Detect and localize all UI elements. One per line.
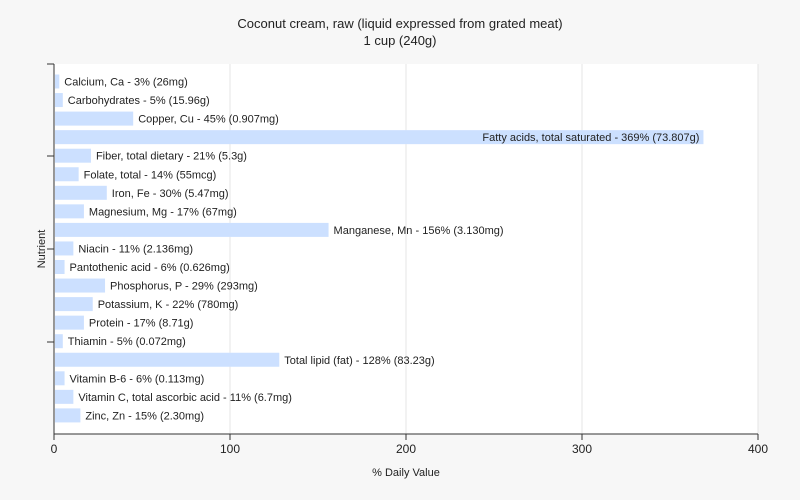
bar-label: Magnesium, Mg - 17% (67mg) [89, 206, 237, 218]
bar [55, 334, 63, 349]
bar-label: Vitamin B-6 - 6% (0.113mg) [70, 373, 205, 385]
bar [55, 389, 74, 404]
bar-label: Carbohydrates - 5% (15.96g) [68, 95, 210, 107]
axes: 0 100 200 300 400 [47, 63, 768, 456]
bar-label: Pantothenic acid - 6% (0.626mg) [70, 262, 230, 274]
bar-label: Iron, Fe - 30% (5.47mg) [112, 188, 229, 200]
bar [55, 222, 329, 237]
bar-label: Copper, Cu - 45% (0.907mg) [138, 114, 279, 126]
x-tick-label: 100 [220, 442, 240, 456]
x-tick-label: 300 [572, 442, 592, 456]
bar-label: Potassium, K - 22% (780mg) [98, 299, 239, 311]
bar [55, 408, 81, 423]
bar-label: Protein - 17% (8.71g) [89, 318, 194, 330]
bar [55, 111, 134, 126]
bar [55, 371, 65, 386]
x-tick-label: 400 [748, 442, 768, 456]
bar-label: Niacin - 11% (2.136mg) [78, 243, 193, 255]
bar [55, 74, 60, 89]
bar-label: Manganese, Mn - 156% (3.130mg) [334, 225, 504, 237]
bar [55, 315, 84, 330]
x-tick-label: 200 [396, 442, 416, 456]
bar [55, 352, 280, 367]
bar [55, 204, 84, 219]
chart-title: Coconut cream, raw (liquid expressed fro… [237, 16, 562, 31]
bar-label: Calcium, Ca - 3% (26mg) [64, 77, 187, 89]
bar-label: Phosphorus, P - 29% (293mg) [110, 281, 258, 293]
bar-label: Thiamin - 5% (0.072mg) [68, 336, 186, 348]
bar-label: Zinc, Zn - 15% (2.30mg) [85, 410, 204, 422]
y-axis-title: Nutrient [36, 230, 48, 269]
bar-label: Total lipid (fat) - 128% (83.23g) [284, 355, 434, 367]
bar [55, 297, 93, 312]
bar [55, 278, 106, 293]
bar-label: Fiber, total dietary - 21% (5.3g) [96, 151, 247, 163]
bar-label: Vitamin C, total ascorbic acid - 11% (6.… [78, 392, 292, 404]
x-axis-title: % Daily Value [372, 467, 440, 479]
bar [55, 167, 79, 182]
bar [55, 130, 704, 145]
grid-lines [229, 64, 759, 434]
bar-label: Folate, total - 14% (55mcg) [84, 169, 217, 181]
chart-subtitle: 1 cup (240g) [364, 33, 437, 48]
bar [55, 185, 107, 200]
x-tick-label: 0 [51, 442, 58, 456]
bar [55, 93, 63, 108]
bar [55, 241, 74, 256]
bar-label: Fatty acids, total saturated - 369% (73.… [482, 132, 699, 144]
bar [55, 260, 65, 274]
bar [55, 148, 91, 163]
bar-labels-group: Calcium, Ca - 3% (26mg) Carbohydrates - 5… [64, 77, 699, 423]
bars-group [55, 74, 704, 423]
